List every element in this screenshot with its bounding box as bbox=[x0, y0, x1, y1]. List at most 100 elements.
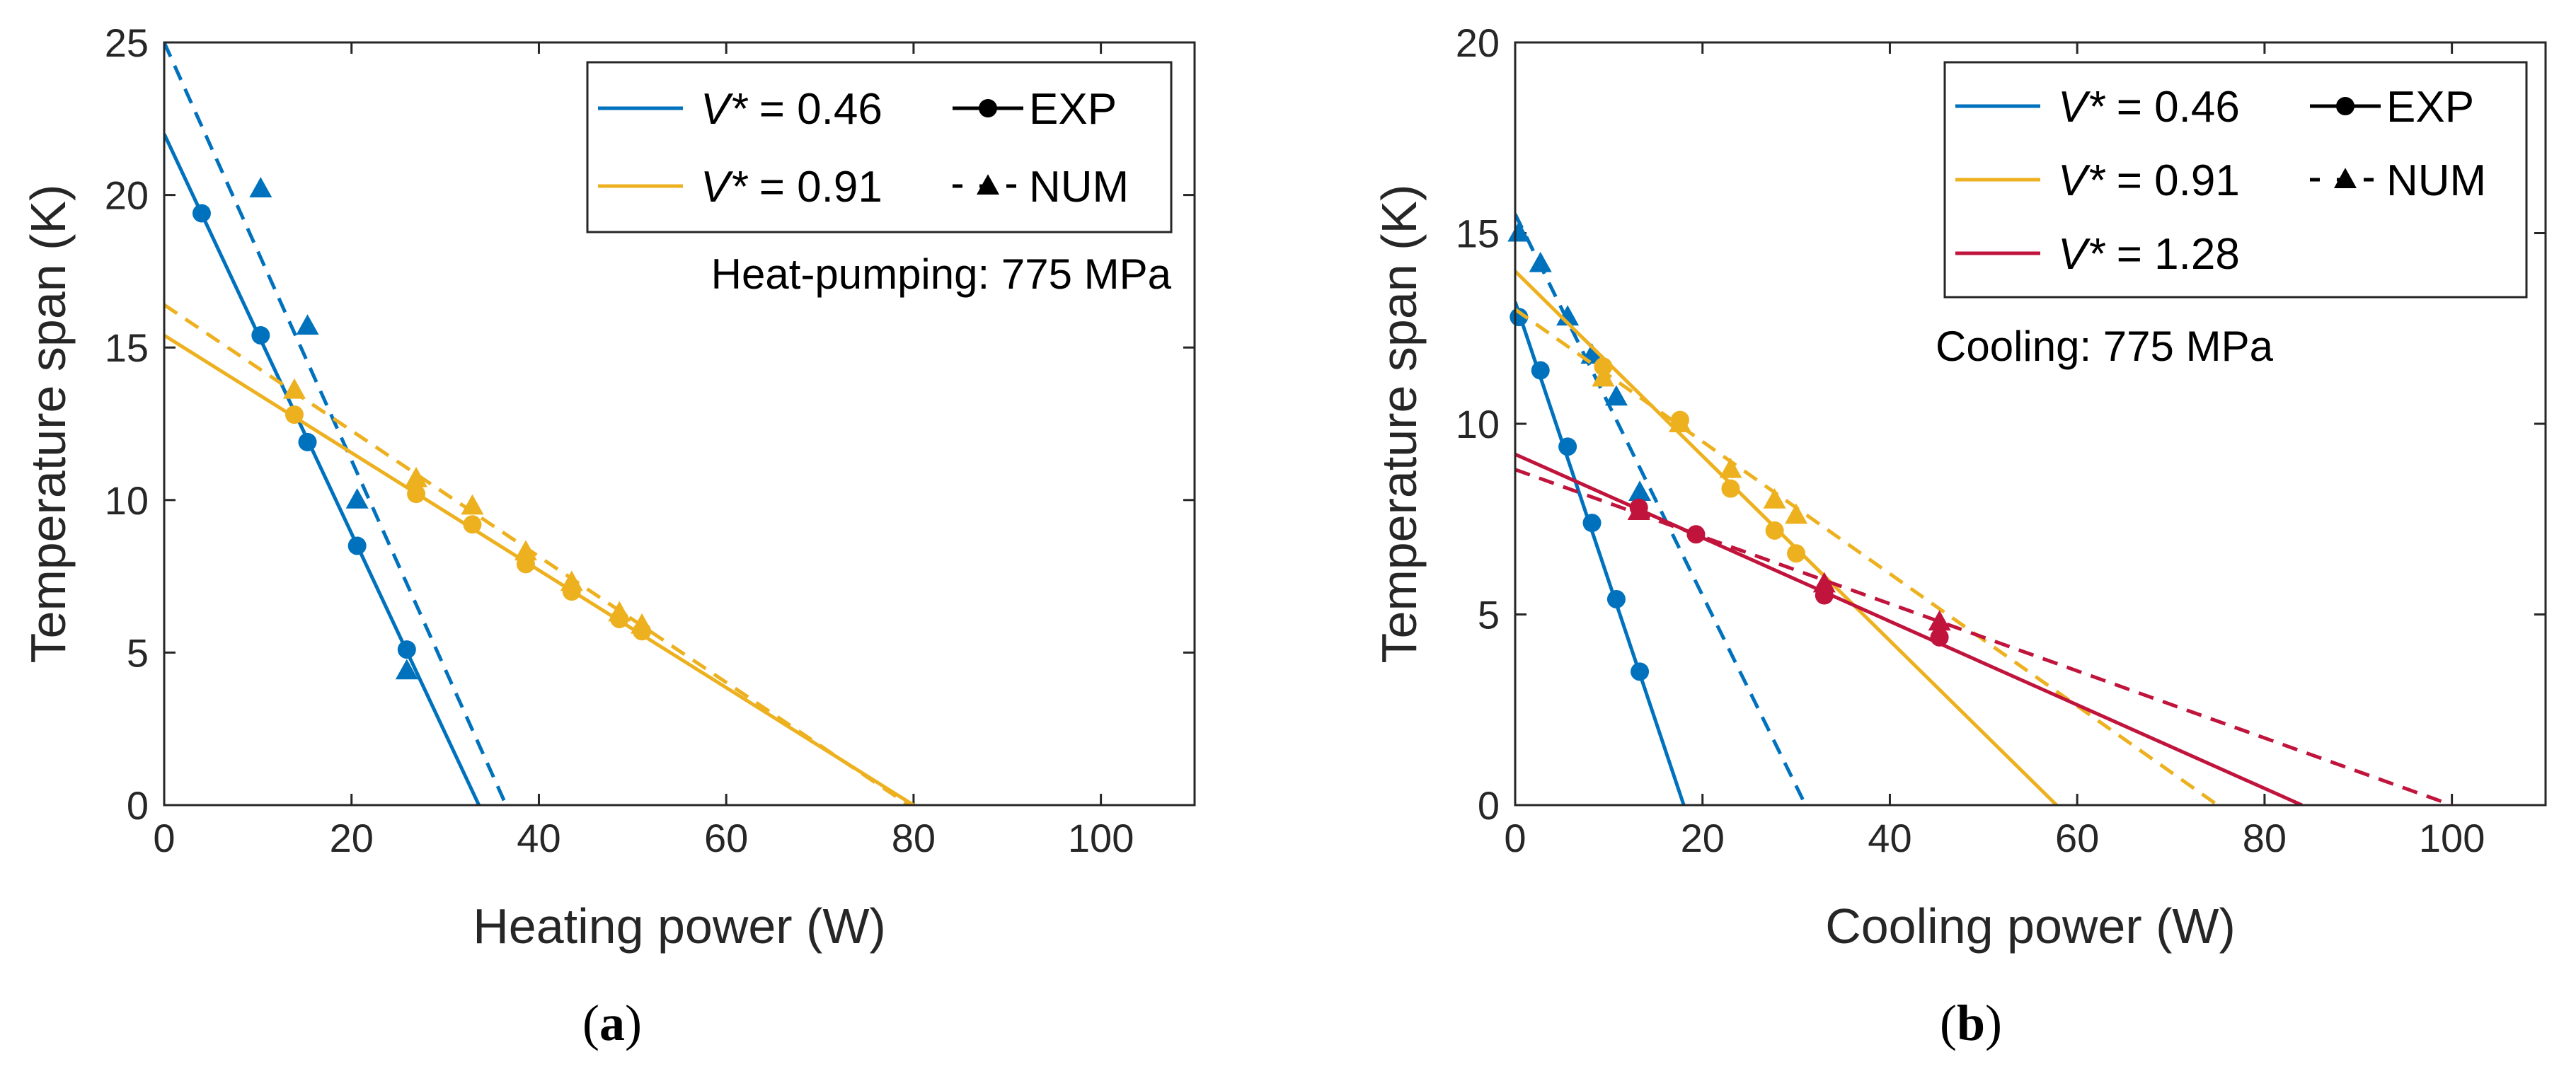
data-point-num bbox=[1668, 412, 1691, 432]
data-point-num bbox=[1627, 499, 1650, 520]
x-tick-label: 40 bbox=[1868, 816, 1911, 860]
data-point-exp bbox=[1582, 514, 1602, 533]
x-tick-label: 100 bbox=[1068, 816, 1134, 860]
x-tick-label: 100 bbox=[2419, 816, 2485, 860]
legend-label-value: = 0.91 bbox=[2104, 156, 2239, 205]
x-tick-label: 60 bbox=[704, 816, 748, 860]
y-tick-label: 10 bbox=[105, 478, 149, 523]
data-point-num bbox=[249, 177, 272, 197]
data-point-exp bbox=[298, 432, 317, 451]
data-point-exp bbox=[1765, 521, 1784, 540]
data-point-num bbox=[631, 613, 654, 634]
y-tick-label: 10 bbox=[1456, 402, 1500, 446]
data-point-num bbox=[1556, 305, 1580, 326]
data-point-exp bbox=[192, 204, 211, 223]
data-point-exp bbox=[397, 640, 416, 659]
data-point-exp bbox=[251, 325, 270, 345]
series-line-num bbox=[164, 42, 508, 805]
series-line-exp bbox=[164, 133, 481, 805]
data-point-num bbox=[345, 488, 369, 509]
legend-style-marker bbox=[979, 99, 997, 117]
x-tick-label: 20 bbox=[330, 816, 374, 860]
panel-label: (a) bbox=[582, 995, 642, 1051]
data-point-num bbox=[461, 494, 484, 515]
data-point-num bbox=[1928, 610, 1951, 631]
series-line-num bbox=[1515, 468, 2453, 805]
panel-label-open: ( bbox=[1940, 995, 1957, 1051]
y-tick-label: 15 bbox=[1456, 212, 1500, 256]
x-tick-label: 60 bbox=[2055, 816, 2099, 860]
y-tick-label: 5 bbox=[127, 630, 149, 675]
data-point-num bbox=[296, 314, 319, 335]
plot-frame bbox=[163, 41, 1196, 807]
legend-label-var: V* bbox=[701, 85, 748, 134]
x-tick-label: 80 bbox=[2243, 816, 2287, 860]
legend-label-var: V* bbox=[2058, 230, 2105, 279]
series-line-num bbox=[1515, 308, 2219, 805]
legend-style-marker bbox=[977, 174, 999, 195]
panel-label-letter: a bbox=[599, 995, 625, 1051]
data-point-num bbox=[1529, 251, 1552, 272]
legend-style-label: EXP bbox=[1029, 85, 1117, 134]
data-point-num bbox=[282, 378, 306, 399]
data-point-exp bbox=[284, 405, 304, 424]
x-tick-label: 80 bbox=[892, 816, 936, 860]
data-point-num bbox=[405, 466, 428, 487]
data-point-exp bbox=[1631, 662, 1650, 681]
legend-style-label: NUM bbox=[2386, 156, 2486, 205]
y-tick-label: 0 bbox=[1478, 783, 1500, 828]
panel-label-close: ) bbox=[1985, 995, 2002, 1051]
data-point-exp bbox=[1531, 361, 1550, 380]
legend-label-var: V* bbox=[2058, 156, 2105, 205]
y-tick-label: 0 bbox=[127, 783, 149, 828]
legend-style-label: EXP bbox=[2386, 83, 2474, 132]
data-point-exp bbox=[1930, 628, 1949, 647]
data-point-num bbox=[1719, 457, 1742, 478]
data-point-num bbox=[560, 570, 583, 591]
data-point-exp bbox=[1787, 544, 1806, 563]
data-point-num bbox=[395, 659, 418, 680]
x-tick-label: 0 bbox=[1504, 816, 1526, 860]
x-tick-label: 0 bbox=[153, 816, 175, 860]
annotation-text: Cooling: 775 MPa bbox=[1936, 323, 2274, 370]
data-point-num bbox=[1592, 366, 1615, 387]
legend-style-label: NUM bbox=[1029, 163, 1129, 212]
data-point-num bbox=[1763, 488, 1786, 509]
y-tick-label: 20 bbox=[1456, 21, 1500, 65]
data-point-exp bbox=[407, 485, 426, 504]
legend-label-var: V* bbox=[701, 163, 748, 212]
y-tick-label: 5 bbox=[1478, 593, 1500, 637]
data-point-num bbox=[1507, 221, 1531, 242]
data-point-exp bbox=[463, 515, 482, 534]
data-point-num bbox=[1604, 385, 1628, 406]
panel-label-close: ) bbox=[625, 995, 642, 1051]
panel-label-letter: b bbox=[1957, 995, 1985, 1051]
legend-label: V* = 0.46 bbox=[2058, 83, 2240, 132]
data-point-exp bbox=[1558, 437, 1577, 456]
data-point-exp bbox=[1606, 589, 1626, 608]
x-tick-label: 20 bbox=[1681, 816, 1725, 860]
x-axis-label: Cooling power (W) bbox=[1825, 898, 2236, 954]
plot-frame bbox=[1514, 41, 2547, 807]
data-point-num bbox=[608, 601, 631, 622]
annotation-text: Heat-pumping: 775 MPa bbox=[711, 250, 1172, 298]
legend-label-value: = 0.91 bbox=[747, 163, 882, 212]
chart-panel-b: 0 20 40 60 80 100 0 5 10 15 20 Cooling power (W) Tem… bbox=[1372, 21, 2547, 1051]
data-point-exp bbox=[1721, 479, 1740, 498]
panel-label-open: ( bbox=[582, 995, 599, 1051]
legend-label-value: = 0.46 bbox=[2104, 83, 2239, 132]
x-tick-label: 40 bbox=[517, 816, 560, 860]
legend-label: V* = 0.91 bbox=[701, 163, 882, 212]
y-axis-label: Temperature span (K) bbox=[1372, 185, 1427, 664]
legend-label: V* = 0.46 bbox=[701, 85, 882, 134]
data-point-num bbox=[1785, 503, 1808, 524]
legend-label: V* = 1.28 bbox=[2058, 230, 2240, 279]
y-tick-label: 15 bbox=[105, 325, 149, 370]
legend-box bbox=[586, 61, 1173, 233]
y-tick-label: 20 bbox=[105, 173, 149, 218]
legend-label-value: = 1.28 bbox=[2104, 230, 2239, 279]
legend-label: V* = 0.91 bbox=[2058, 156, 2240, 205]
